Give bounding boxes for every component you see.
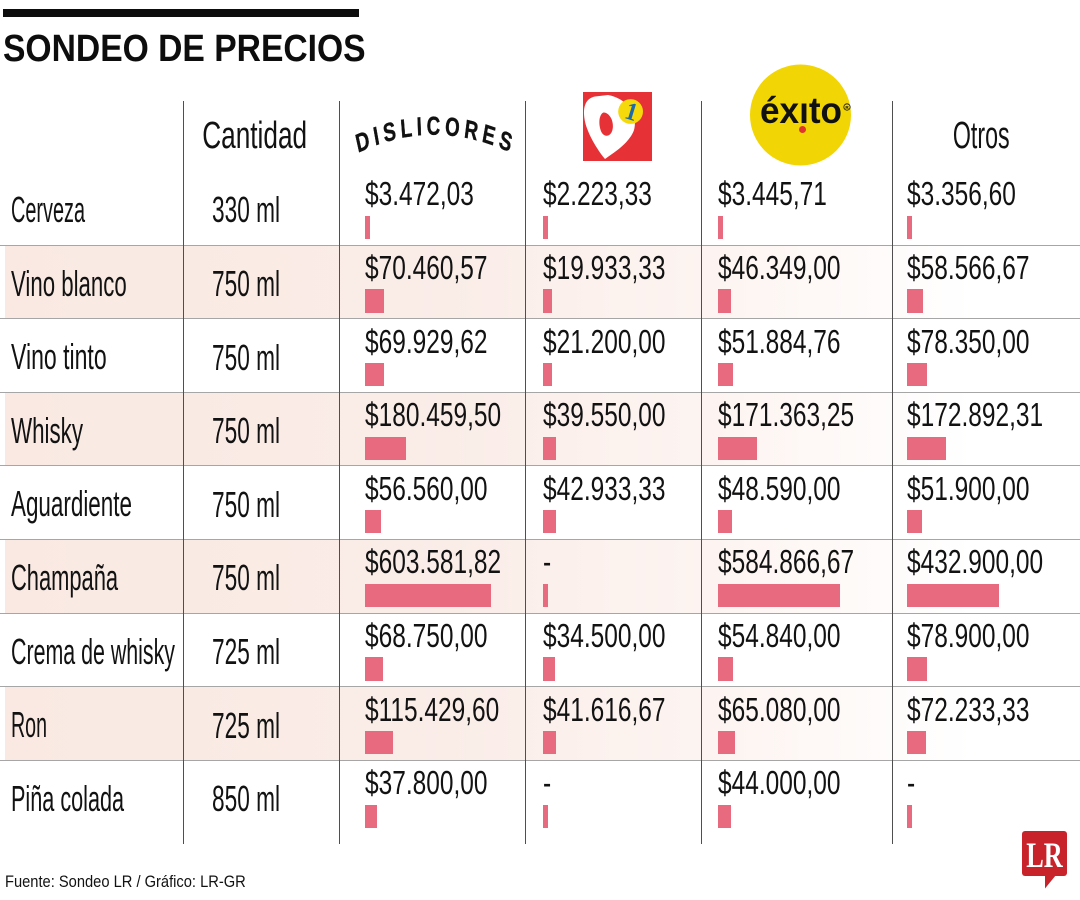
svg-text:LR: LR <box>1026 835 1064 875</box>
svg-text:DISLICORES: DISLICORES <box>353 111 519 160</box>
svg-text:éxıto: éxıto <box>760 89 842 131</box>
svg-text:R: R <box>845 105 849 110</box>
